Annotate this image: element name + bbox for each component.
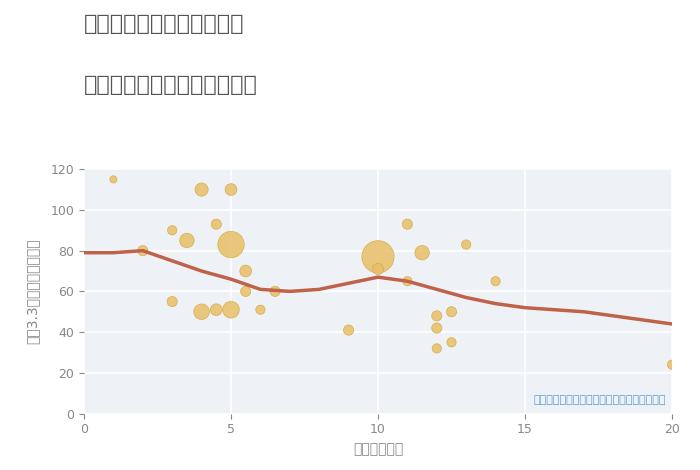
Point <box>240 288 251 295</box>
Point <box>167 298 178 306</box>
Text: 円の大きさは、取引のあった物件面積を示す: 円の大きさは、取引のあった物件面積を示す <box>533 395 666 406</box>
Point <box>416 249 428 257</box>
Point <box>108 176 119 183</box>
Point <box>225 186 237 193</box>
Point <box>461 241 472 248</box>
Point <box>196 308 207 315</box>
Point <box>196 186 207 193</box>
Point <box>446 338 457 346</box>
Text: 三重県桑名市長島町白鶏の: 三重県桑名市長島町白鶏の <box>84 14 244 34</box>
Point <box>240 267 251 275</box>
Point <box>137 247 148 254</box>
Point <box>255 306 266 313</box>
Point <box>490 277 501 285</box>
Point <box>167 227 178 234</box>
Point <box>666 361 678 368</box>
Point <box>402 220 413 228</box>
Point <box>402 277 413 285</box>
Point <box>211 220 222 228</box>
Point <box>225 306 237 313</box>
Point <box>372 253 384 260</box>
Point <box>270 288 281 295</box>
Point <box>431 312 442 320</box>
Point <box>225 241 237 248</box>
Point <box>372 265 384 273</box>
Point <box>343 326 354 334</box>
Text: 駅距離別中古マンション価格: 駅距離別中古マンション価格 <box>84 75 258 95</box>
Point <box>181 237 193 244</box>
Point <box>211 306 222 313</box>
X-axis label: 駅距離（分）: 駅距離（分） <box>353 442 403 456</box>
Point <box>431 324 442 332</box>
Point <box>446 308 457 315</box>
Point <box>431 345 442 352</box>
Y-axis label: 坪（3.3㎡）単価（万円）: 坪（3.3㎡）単価（万円） <box>25 239 39 344</box>
